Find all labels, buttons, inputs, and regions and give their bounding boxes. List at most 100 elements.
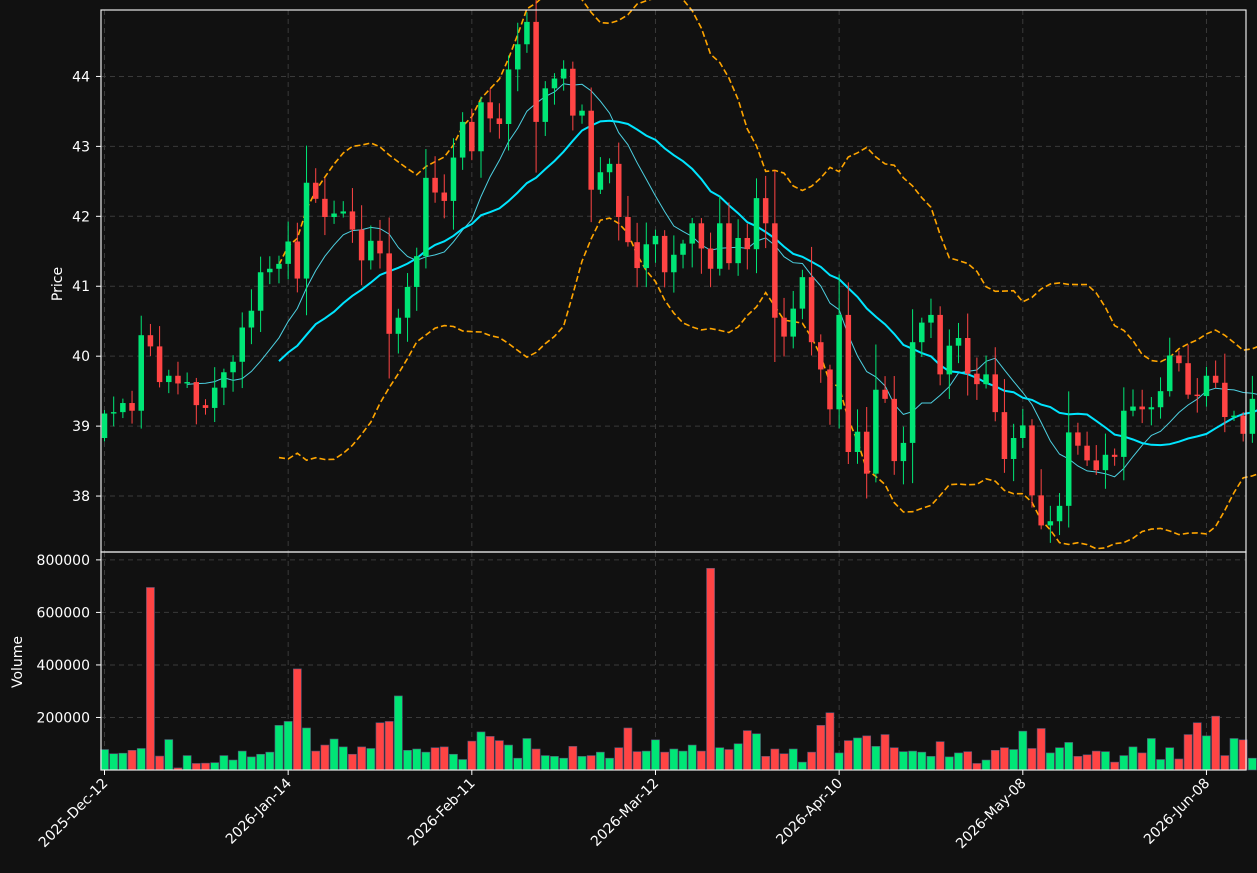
- volume-bar: [210, 762, 220, 771]
- candle: [496, 103, 503, 139]
- volume-bar: [485, 736, 495, 771]
- candle: [799, 269, 806, 320]
- candle-body: [1231, 415, 1237, 418]
- candle-body: [964, 337, 971, 374]
- candle: [358, 205, 365, 286]
- price-tick-label: 43: [72, 139, 90, 155]
- candle-body: [524, 21, 530, 45]
- candle: [478, 96, 484, 178]
- candle-body: [147, 335, 154, 347]
- candle-body: [138, 335, 144, 411]
- candle-body: [1121, 410, 1127, 457]
- upper-band-line: [278, 0, 1257, 363]
- candle-body: [156, 346, 163, 383]
- candle: [818, 334, 824, 383]
- candle-body: [1065, 432, 1072, 506]
- candle: [992, 347, 999, 422]
- candle: [404, 273, 411, 342]
- volume-bar: [733, 743, 743, 771]
- volume-bar: [201, 762, 210, 771]
- volume-bar: [430, 747, 440, 771]
- volume-bar: [623, 727, 633, 771]
- candle: [1203, 366, 1210, 407]
- candle: [377, 219, 383, 269]
- volume-bar: [1046, 752, 1055, 771]
- candle: [294, 222, 301, 293]
- candle: [964, 313, 971, 396]
- candle: [790, 290, 796, 349]
- candle-body: [294, 241, 301, 279]
- candle: [873, 344, 879, 483]
- candle: [395, 308, 402, 354]
- candle-body: [166, 375, 172, 383]
- candle-body: [891, 398, 897, 462]
- volume-bar: [458, 759, 467, 771]
- volume-bar: [963, 751, 973, 771]
- candle: [919, 317, 925, 357]
- candle-body: [735, 237, 741, 264]
- volume-bar: [1119, 755, 1129, 771]
- candle: [1185, 344, 1191, 399]
- candle-body: [762, 198, 769, 224]
- volume-bar: [678, 750, 688, 771]
- candle: [955, 322, 962, 364]
- volume-bar: [816, 725, 826, 771]
- candle-body: [423, 177, 429, 257]
- volume-bar: [1156, 759, 1165, 771]
- candle-body: [193, 382, 200, 406]
- volume-bar: [265, 751, 275, 771]
- volume-bar: [182, 755, 192, 771]
- volume-bar: [1110, 761, 1119, 771]
- candle-body: [248, 310, 255, 328]
- candle: [1194, 378, 1201, 413]
- candle: [744, 223, 751, 270]
- candle: [120, 398, 126, 419]
- volume-bar: [935, 741, 945, 771]
- candle-body: [689, 223, 695, 244]
- candle: [1121, 387, 1127, 481]
- candle-body: [1047, 521, 1054, 526]
- candle-body: [661, 235, 668, 273]
- volume-bar: [100, 749, 109, 771]
- candle: [772, 170, 778, 363]
- candle: [661, 230, 668, 288]
- candle: [129, 390, 135, 424]
- price-tick-label: 41: [72, 279, 90, 295]
- volume-bar: [348, 753, 357, 771]
- candle-body: [652, 235, 659, 245]
- candle-body: [882, 389, 888, 399]
- candle-body: [312, 182, 319, 199]
- volume-bar: [375, 722, 385, 771]
- volume-bar: [825, 712, 835, 771]
- volume-bar: [1137, 752, 1147, 771]
- candle: [570, 61, 576, 131]
- volume-bar: [614, 747, 624, 771]
- candle: [689, 217, 695, 268]
- candle-body: [202, 405, 209, 408]
- volume-bar: [798, 761, 807, 771]
- volume-bar: [247, 756, 256, 771]
- volume-bar: [697, 750, 706, 771]
- candle: [560, 60, 567, 91]
- candles: [101, 0, 1256, 543]
- candle: [1093, 445, 1100, 475]
- candle: [239, 312, 245, 389]
- volume-bar: [605, 757, 614, 771]
- candle: [1157, 377, 1164, 419]
- candle: [1139, 389, 1145, 424]
- candle: [1102, 433, 1109, 489]
- candle: [808, 246, 815, 356]
- candle-body: [1056, 505, 1063, 522]
- candle: [579, 104, 585, 124]
- candle-body: [459, 121, 466, 158]
- volume-bar: [540, 755, 550, 771]
- moving-average-lines: [187, 83, 1257, 478]
- volume-bar: [972, 763, 982, 771]
- candle-body: [110, 412, 117, 414]
- volume-bar: [1174, 758, 1184, 771]
- candle: [753, 178, 760, 274]
- volume-bar: [274, 725, 284, 771]
- candle-body: [230, 361, 236, 373]
- volume-bar: [1027, 748, 1037, 771]
- volume-bar: [807, 751, 816, 771]
